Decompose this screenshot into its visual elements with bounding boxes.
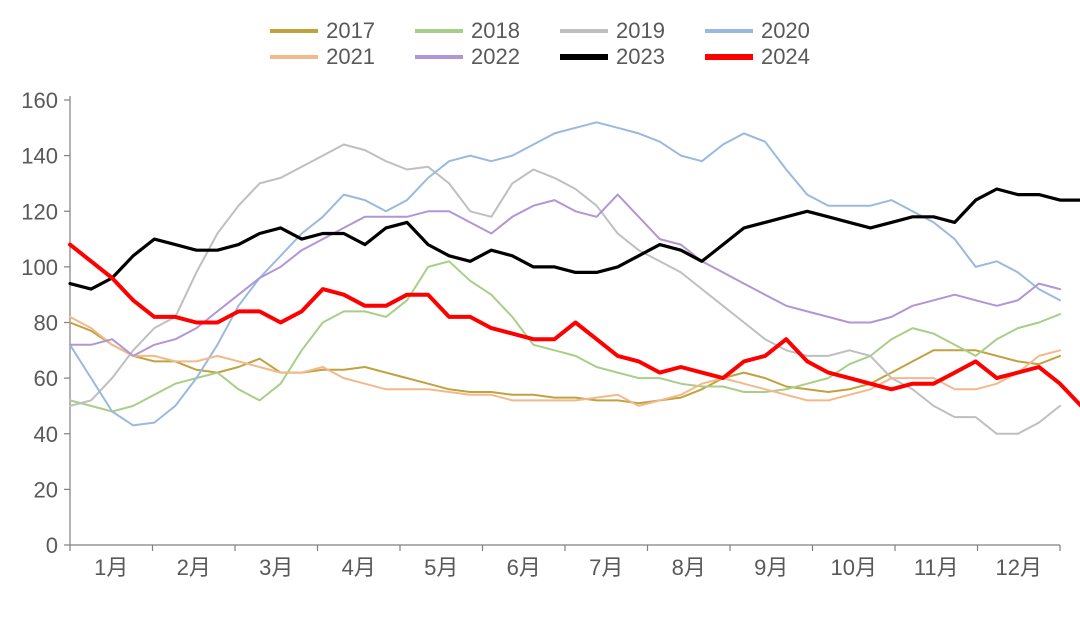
y-tick-label: 0 <box>46 533 58 558</box>
legend-label: 2018 <box>471 18 520 44</box>
legend-item-2022: 2022 <box>415 44 520 70</box>
legend-item-2021: 2021 <box>270 44 375 70</box>
y-tick-label: 100 <box>21 255 58 280</box>
y-tick-label: 160 <box>21 88 58 113</box>
legend-swatch <box>560 54 608 60</box>
legend-swatch <box>270 55 318 59</box>
legend-swatch <box>705 29 753 33</box>
x-tick-label: 8月 <box>672 555 706 580</box>
x-tick-label: 6月 <box>507 555 541 580</box>
legend-label: 2024 <box>761 44 810 70</box>
series-2019 <box>70 145 1060 434</box>
y-tick-label: 40 <box>34 422 58 447</box>
x-tick-label: 12月 <box>996 555 1042 580</box>
y-tick-label: 20 <box>34 477 58 502</box>
legend-item-2020: 2020 <box>705 18 810 44</box>
legend-item-2024: 2024 <box>705 44 810 70</box>
legend-label: 2022 <box>471 44 520 70</box>
x-tick-label: 5月 <box>424 555 458 580</box>
chart-plot-area: 0 20 40 60 80 100 120 140 160 1月 2月 3月 4月 5月 6月 7月 8月 9月 1… <box>0 0 1080 628</box>
line-chart: 2017 2018 2019 2020 2021 2022 2023 2024 0 20 40 60… <box>0 0 1080 628</box>
x-tick-label: 4月 <box>342 555 376 580</box>
legend-label: 2023 <box>616 44 665 70</box>
x-tick-label: 10月 <box>831 555 877 580</box>
y-tick-label: 140 <box>21 144 58 169</box>
legend-swatch <box>415 55 463 59</box>
series-2017 <box>70 323 1060 404</box>
x-tick-label: 7月 <box>589 555 623 580</box>
x-tick-label: 11月 <box>914 555 959 580</box>
legend-item-2019: 2019 <box>560 18 665 44</box>
legend-swatch <box>415 29 463 33</box>
legend-label: 2021 <box>326 44 375 70</box>
legend-swatch <box>560 29 608 33</box>
series-2024 <box>70 245 1080 406</box>
x-tick-label: 1月 <box>94 555 128 580</box>
series-2023 <box>70 189 1080 289</box>
legend-label: 2020 <box>761 18 810 44</box>
x-tick-label: 9月 <box>754 555 788 580</box>
legend-swatch <box>705 54 753 60</box>
legend-label: 2017 <box>326 18 375 44</box>
legend-item-2017: 2017 <box>270 18 375 44</box>
y-tick-label: 120 <box>21 199 58 224</box>
x-tick-label: 2月 <box>177 555 211 580</box>
legend-swatch <box>270 29 318 33</box>
y-tick-label: 80 <box>34 311 58 336</box>
y-tick-label: 60 <box>34 366 58 391</box>
chart-legend: 2017 2018 2019 2020 2021 2022 2023 2024 <box>0 18 1080 70</box>
x-tick-label: 3月 <box>259 555 293 580</box>
legend-label: 2019 <box>616 18 665 44</box>
legend-item-2018: 2018 <box>415 18 520 44</box>
legend-item-2023: 2023 <box>560 44 665 70</box>
series-2020 <box>70 122 1060 425</box>
